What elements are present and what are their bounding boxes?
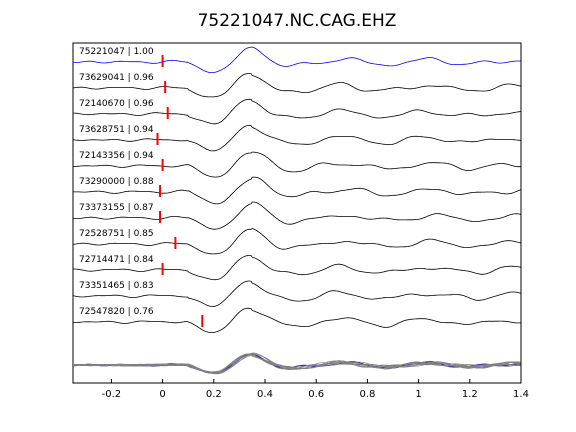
x-tick-label: 0.8 <box>359 389 375 400</box>
x-tick-label: 1 <box>415 389 421 400</box>
stacked-trace <box>73 353 521 374</box>
waveform-trace <box>72 176 521 205</box>
waveform-trace <box>72 201 521 230</box>
trace-label: 75221047 | 1.00 <box>79 47 154 57</box>
trace-label: 72528751 | 0.85 <box>79 229 154 239</box>
x-tick-label: 1.2 <box>462 389 478 400</box>
waveform-trace <box>72 228 521 255</box>
x-tick-label: -0.2 <box>102 389 122 400</box>
waveform-trace <box>72 280 521 307</box>
x-tick-label: 0 <box>159 389 165 400</box>
trace-label: 72547820 | 0.76 <box>79 307 154 317</box>
trace-labels-layer: 75221047 | 1.00 73629041 | 0.96 72140670 |… <box>79 47 154 317</box>
waveform-trace <box>73 46 521 73</box>
picks-layer <box>156 55 204 327</box>
waveform-trace <box>72 124 521 152</box>
x-axis: -0.2 0 0.2 0.4 0.6 0.8 1 1.2 1.4 <box>102 379 529 400</box>
stacked-trace <box>72 352 521 374</box>
x-tick-label: 0.6 <box>308 389 324 400</box>
trace-label: 72140670 | 0.96 <box>79 99 154 109</box>
stacked-trace <box>72 353 521 374</box>
x-tick-label: 0.2 <box>206 389 222 400</box>
chart-title: 75221047.NC.CAG.EHZ <box>198 11 397 31</box>
x-tick-label: 0.4 <box>257 389 273 400</box>
trace-label: 73373155 | 0.87 <box>79 203 154 213</box>
trace-label: 73290000 | 0.88 <box>79 177 154 187</box>
trace-label: 72714471 | 0.84 <box>79 255 154 265</box>
traces-layer <box>72 46 521 333</box>
stacked-trace <box>73 354 521 374</box>
plot-frame <box>72 42 522 384</box>
waveform-trace <box>72 307 521 333</box>
stack-layer <box>72 352 521 375</box>
trace-label: 73351465 | 0.83 <box>79 281 154 291</box>
trace-label: 73628751 | 0.94 <box>79 125 154 135</box>
waveform-trace <box>72 73 521 98</box>
trace-label: 72143356 | 0.94 <box>79 151 154 161</box>
x-tick-label: 1.4 <box>513 389 529 400</box>
trace-label: 73629041 | 0.96 <box>79 73 154 83</box>
waveform-trace <box>72 151 521 178</box>
waveform-trace <box>72 255 521 281</box>
waveform-trace <box>73 98 521 125</box>
